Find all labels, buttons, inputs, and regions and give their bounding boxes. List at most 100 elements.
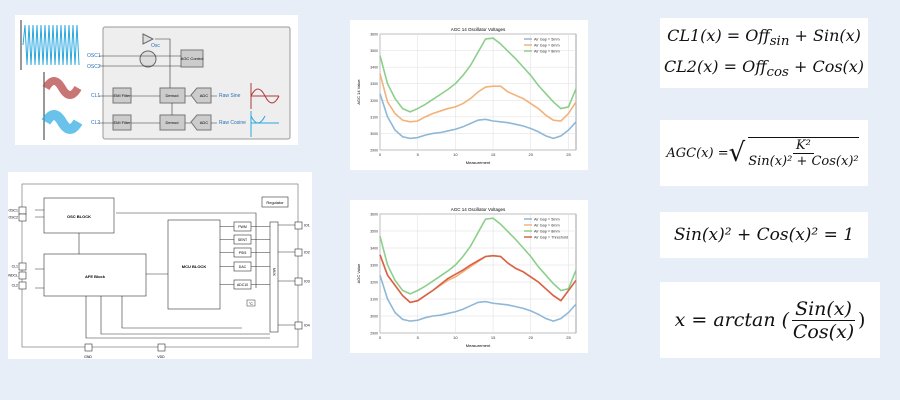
y-axis-label: AGC Value [356,263,361,283]
y-tick-label: 3100 [370,298,378,302]
osc-label: Osc [151,43,160,49]
y-tick-label: 2900 [370,149,378,153]
pin-cl2: CL2 [12,284,18,288]
pin [18,262,27,271]
x-tick-label: 5 [417,152,420,157]
series-line-2 [379,217,577,295]
formula-identity-box: Sin(x)² + Cos(x)² = 1 [660,212,868,258]
pin [157,343,166,352]
agc-control-block: AGC Control [181,56,204,61]
x-tick-label: 0 [379,335,382,340]
pin-vdd: VDD [157,355,165,359]
chart-title: AGC 14 Oscillator Voltages [451,27,506,32]
y-tick-label: 3400 [370,66,378,70]
pin [84,343,93,352]
pin [18,213,27,222]
formula-arctan-num: Sin(x) [792,298,855,321]
legend-entry: Air Gap = 6mm [534,44,560,48]
x-tick-label: 10 [453,335,458,340]
series-line-2 [379,37,577,113]
regulator-block: Regulator [266,200,284,205]
y-tick-label: 3300 [370,82,378,86]
series-line-0 [379,274,577,322]
pin-io1: IO1 [304,224,310,228]
pin-cl1: CL1 [12,265,18,269]
pin-io4: IO4 [304,324,310,328]
pin [294,221,303,230]
y-tick-label: 3000 [370,315,378,319]
temp-sensor: °C [249,302,253,306]
legend-entry: Air Gap = 5mm [534,38,560,42]
peripheral-psi5: PSI5 [239,251,247,255]
mux-block: MUX [272,268,276,276]
pin [18,281,27,290]
series-line-1 [379,73,577,123]
pin [294,321,303,330]
pin-osc1: OSC1 [87,53,101,59]
mcu-block: MCU BLOCK [182,264,207,269]
demod-2: Demod [166,120,179,125]
pin [294,248,303,257]
formula-agc-box: AGC(x) = √ K² Sin(x)² + Cos(x)² [660,120,868,186]
formula-cl2: CL2(x) = Offcos + Cos(x) [663,57,865,81]
legend-entry: Air Gap = Threshold [534,236,568,240]
formula-arctan-lhs: x = arctan ( [674,309,790,331]
formula-agc-num: K² [792,138,814,154]
chart-1-svg: 2900 3000 3100 3200 3300 3400 3500 3600 0 5 10 15 20… [356,27,577,165]
chart-agc-voltages-1: 2900 3000 3100 3200 3300 3400 3500 3600 0 5 10 15 20… [350,20,588,170]
formula-cl1: CL1(x) = Offsin + Sin(x) [667,25,861,49]
formula-agc-lhs: AGC(x) = [666,145,729,161]
y-tick-label: 3400 [370,247,378,251]
pin [18,271,27,280]
raw-cosine-label: Raw Cosine [219,120,246,126]
emi-filter-1: EMI Filter [113,93,131,98]
x-tick-label: 20 [529,152,534,157]
chart-2-svg: 2900 3000 3100 3200 3300 3400 3500 3600 0 5 10 15 20… [356,207,577,348]
sensor-diagram-svg: OSC1 OSC2 CL1 CL2 Osc AGC Control EMI Fi… [20,20,291,140]
pin-gnd: GND [84,355,92,359]
sensor-signal-diagram: OSC1 OSC2 CL1 CL2 Osc AGC Control EMI Fi… [15,15,298,145]
y-tick-label: 2900 [370,332,378,336]
x-tick-label: 15 [491,152,496,157]
adc-1: ADC [200,93,209,98]
formula-agc-den: Sin(x)² + Cos(x)² [748,154,859,169]
legend-entry: Air Gap = 5mm [534,218,560,222]
y-tick-label: 3500 [370,49,378,53]
y-tick-label: 3100 [370,115,378,119]
pin-cl1: CL1 [91,93,100,99]
block-diagram-svg: OSC BLOCK AFE Block MCU BLOCK Regulator … [6,183,310,359]
pin-io2: IO2 [304,251,310,255]
pin [294,277,303,286]
series-line-3 [379,254,577,304]
peripheral-adc10: ADC10 [237,283,248,287]
x-tick-label: 10 [453,152,458,157]
y-tick-label: 3600 [370,33,378,37]
chart-agc-voltages-2: 2900 3000 3100 3200 3300 3400 3500 3600 0 5 10 15 20… [350,200,588,353]
demod-1: Demod [166,93,179,98]
raw-sine-label: Raw Sine [219,93,241,99]
x-axis-label: Measurement [466,343,491,348]
y-tick-label: 3500 [370,230,378,234]
x-tick-label: 25 [566,335,571,340]
pin-cl2: CL2 [91,120,100,126]
pin-gndcl: GNDCL [8,274,18,278]
osc-block: OSC BLOCK [67,214,91,219]
formula-arctan-box: x = arctan (Sin(x) Cos(x)) [660,282,880,358]
chart-title: AGC 14 Oscillator Voltages [451,207,506,212]
waveform-icons [20,20,83,140]
formula-arctan-rhs: ) [857,309,866,331]
formula-identity: Sin(x)² + Cos(x)² = 1 [673,225,855,245]
formula-arctan-den: Cos(x) [792,320,855,343]
x-tick-label: 15 [491,335,496,340]
x-tick-label: 20 [529,335,534,340]
y-tick-label: 3300 [370,264,378,268]
legend-entry: Air Gap = 8mm [534,50,560,54]
legend-entry: Air Gap = 8mm [534,230,560,234]
adc-2: ADC [200,120,209,125]
x-tick-label: 0 [379,152,382,157]
formula-cl-box: CL1(x) = Offsin + Sin(x) CL2(x) = Offcos… [660,18,868,88]
peripheral-pwm: PWM [238,225,247,229]
peripheral-dac: DAC [239,265,247,269]
peripheral-sent: SENT [238,238,248,242]
y-tick-label: 3000 [370,132,378,136]
